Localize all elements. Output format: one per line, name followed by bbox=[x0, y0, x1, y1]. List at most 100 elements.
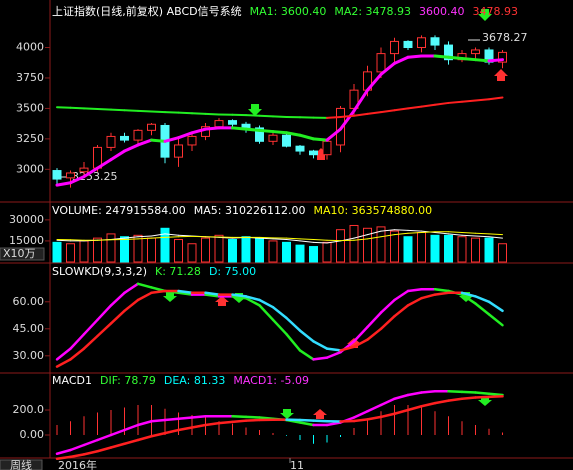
candle-body bbox=[295, 145, 305, 152]
line-segment bbox=[380, 229, 395, 232]
line-segment bbox=[177, 291, 194, 296]
line-segment bbox=[244, 127, 261, 132]
candle-body bbox=[309, 150, 318, 156]
line-segment bbox=[393, 393, 410, 400]
line-segment bbox=[244, 415, 261, 419]
line-segment bbox=[150, 138, 167, 143]
line-segment bbox=[123, 438, 140, 445]
line-segment bbox=[298, 329, 315, 343]
line-segment bbox=[407, 229, 422, 232]
line-segment bbox=[136, 291, 153, 302]
legend-entry: DIF: 78.79 bbox=[100, 374, 156, 387]
line-segment bbox=[434, 232, 449, 235]
line-segment bbox=[177, 131, 194, 140]
line-segment bbox=[474, 302, 491, 316]
legend-entry: MACD1 bbox=[52, 374, 92, 387]
line-segment bbox=[460, 293, 477, 305]
candle-body bbox=[66, 172, 75, 179]
line-segment bbox=[366, 111, 382, 115]
line-segment bbox=[460, 390, 477, 394]
line-segment bbox=[83, 107, 99, 111]
line-segment bbox=[231, 419, 248, 424]
line-segment bbox=[380, 109, 396, 114]
volume-bar bbox=[336, 229, 345, 263]
line-segment bbox=[353, 234, 368, 239]
line-segment bbox=[123, 423, 140, 432]
candle-body bbox=[174, 144, 183, 158]
legend-entry: MACD1: -5.09 bbox=[233, 374, 309, 387]
line-segment bbox=[137, 237, 152, 240]
volume-bar bbox=[484, 237, 494, 263]
line-segment bbox=[474, 395, 491, 399]
line-segment bbox=[96, 158, 113, 170]
line-segment bbox=[109, 291, 126, 307]
line-segment bbox=[178, 234, 193, 237]
candle-body bbox=[187, 135, 197, 146]
line-segment bbox=[177, 111, 193, 115]
line-segment bbox=[406, 54, 423, 59]
line-segment bbox=[299, 238, 314, 241]
volume-bar bbox=[376, 226, 386, 263]
line-segment bbox=[406, 405, 423, 412]
line-segment bbox=[258, 298, 275, 309]
line-segment bbox=[298, 421, 315, 427]
line-segment bbox=[420, 401, 437, 408]
line-segment bbox=[150, 431, 167, 438]
line-segment bbox=[299, 240, 314, 243]
line-segment bbox=[352, 410, 369, 419]
line-segment bbox=[177, 416, 194, 420]
volume-bar bbox=[214, 234, 224, 263]
line-segment bbox=[55, 448, 72, 455]
line-segment bbox=[204, 126, 221, 131]
line-segment bbox=[312, 137, 329, 142]
volume-bar bbox=[147, 237, 156, 263]
line-segment bbox=[379, 397, 396, 407]
candle-body bbox=[147, 123, 156, 131]
line-segment bbox=[339, 419, 356, 423]
line-segment bbox=[231, 293, 248, 298]
legend-entry: MA1: 3600.40 bbox=[250, 5, 327, 18]
line-segment bbox=[298, 418, 315, 422]
candle-body bbox=[376, 53, 386, 73]
candle-body bbox=[430, 37, 440, 46]
annotation: 3678.27 bbox=[482, 31, 528, 44]
line-segment bbox=[123, 298, 140, 313]
line-segment bbox=[433, 54, 450, 59]
line-segment bbox=[285, 131, 302, 137]
line-segment bbox=[164, 233, 179, 236]
line-segment bbox=[433, 399, 450, 405]
period-label: 周线 bbox=[10, 458, 32, 470]
line-segment bbox=[447, 397, 464, 402]
line-segment bbox=[96, 108, 112, 111]
volume-bar bbox=[471, 237, 480, 263]
volume-bar bbox=[282, 241, 291, 263]
y-tick-label: 45.00 bbox=[13, 322, 45, 335]
line-segment bbox=[460, 291, 477, 298]
line-segment bbox=[245, 114, 261, 117]
line-segment bbox=[474, 98, 490, 102]
line-segment bbox=[326, 240, 341, 244]
volume-bar bbox=[79, 240, 89, 263]
line-segment bbox=[474, 58, 491, 63]
candle-body bbox=[133, 129, 143, 141]
line-segment bbox=[259, 237, 274, 240]
panel-header: VOLUME: 247915584.00 MA5: 310226112.00 MA1… bbox=[52, 204, 432, 217]
line-segment bbox=[285, 316, 302, 332]
line-segment bbox=[325, 421, 342, 427]
line-segment bbox=[406, 391, 423, 397]
volume-bar bbox=[403, 236, 413, 263]
panel-header: SLOWKD(9,3,3,2) K: 71.28 D: 75.00 bbox=[52, 265, 256, 278]
candle-body bbox=[498, 51, 507, 63]
line-segment bbox=[55, 358, 72, 368]
buy-arrow bbox=[215, 296, 229, 306]
line-segment bbox=[191, 112, 207, 115]
line-segment bbox=[474, 295, 491, 304]
y-tick-label: 4000 bbox=[16, 41, 44, 54]
candle-body bbox=[322, 140, 332, 156]
line-segment bbox=[420, 390, 437, 394]
legend-entry: 3478.93 bbox=[473, 5, 519, 18]
line-segment bbox=[258, 128, 275, 134]
candle-body bbox=[214, 120, 224, 128]
y-tick-label: 30.00 bbox=[13, 349, 45, 362]
line-segment bbox=[286, 239, 301, 242]
